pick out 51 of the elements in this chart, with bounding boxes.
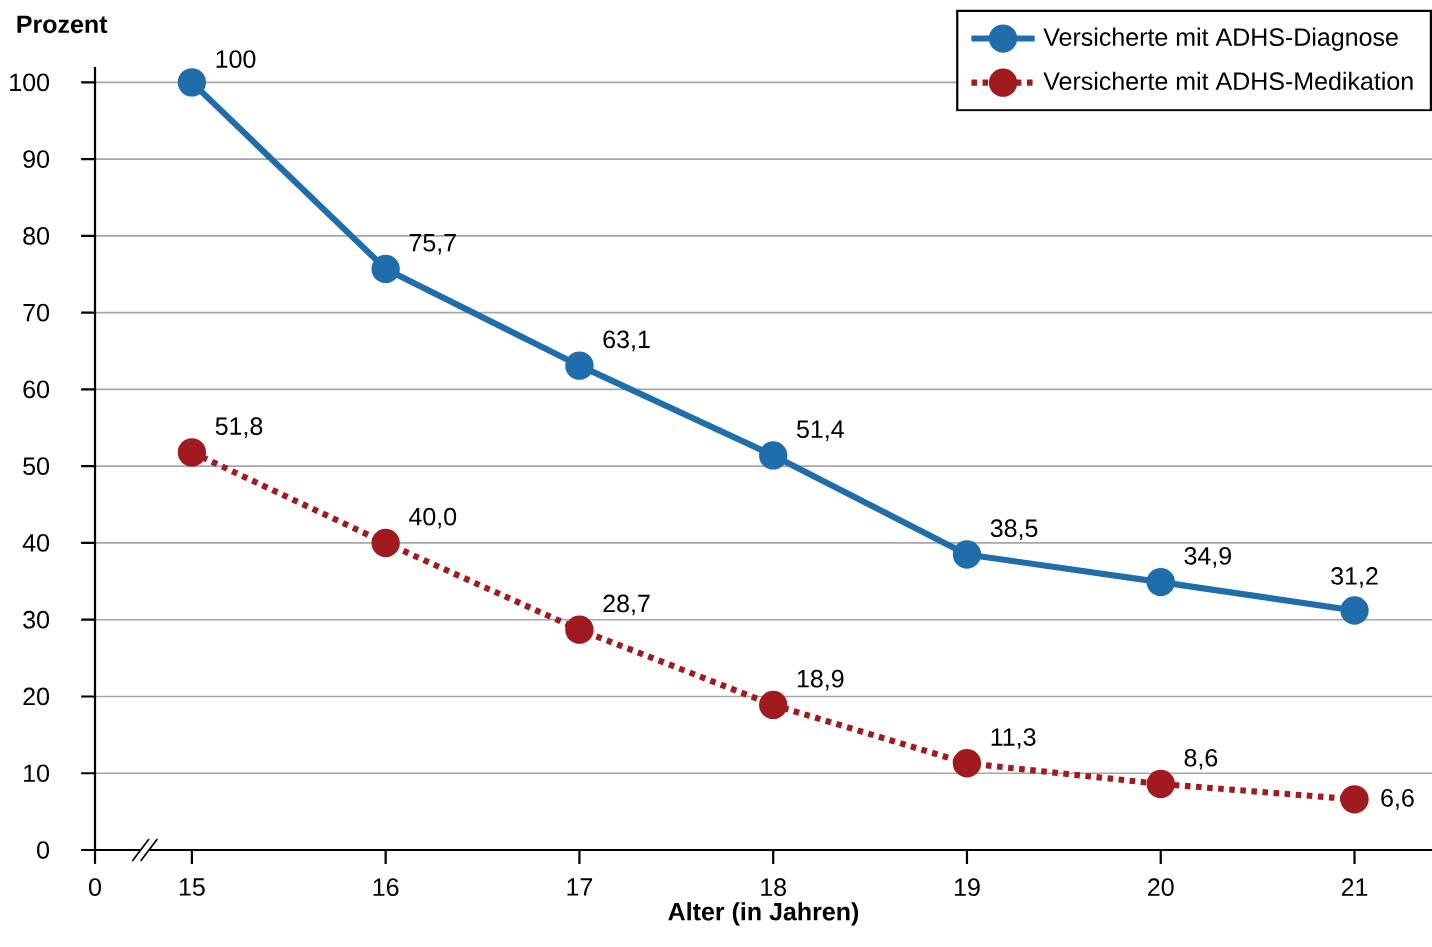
data-label: 63,1 [603, 330, 650, 352]
x-tick-label: 18 [761, 878, 786, 897]
y-axis-title: Prozent [17, 15, 108, 34]
x-tick-label: 19 [954, 878, 980, 897]
legend-label: Versicherte mit ADHS-Diagnose [1043, 27, 1398, 51]
point [177, 438, 207, 467]
x-axis-title: Alter (in Jahren) [668, 902, 859, 926]
data-label: 31,2 [1331, 567, 1378, 588]
data-label: 51,8 [215, 417, 263, 438]
point [759, 690, 788, 720]
data-label: 11,3 [991, 728, 1036, 749]
point [177, 68, 207, 97]
point [565, 615, 594, 644]
x-tick-label: 17 [567, 878, 593, 896]
point [565, 351, 594, 380]
data-label: 38,5 [990, 519, 1038, 541]
data-label: 40,0 [409, 507, 457, 529]
legend-label: Versicherte mit ADHS-Medikation [1043, 71, 1413, 91]
point [371, 254, 400, 284]
point [952, 540, 982, 569]
y-tick-label: 100 [10, 73, 50, 92]
y-tick-label: 70 [23, 303, 50, 322]
point [759, 441, 788, 470]
y-tick-label: 30 [23, 610, 50, 629]
text: 0 [89, 878, 101, 897]
data-label: 51,4 [796, 420, 844, 441]
data-label: 8,6 [1184, 748, 1218, 770]
data-label: 28,7 [603, 594, 650, 616]
y-tick-label: 20 [23, 687, 50, 706]
y-tick-label: 80 [23, 227, 50, 245]
y-tick-label: 40 [22, 534, 50, 552]
y-tick-label: 50 [23, 457, 50, 476]
data-label: 18,9 [797, 669, 844, 691]
y-tick-label: 60 [23, 380, 50, 399]
data-label: 34,9 [1184, 546, 1231, 568]
y-tick-label: 0 [37, 841, 50, 859]
point [1146, 769, 1175, 799]
point [1340, 596, 1369, 625]
x-tick-label: 21 [1341, 878, 1368, 896]
x-tick-label: 16 [373, 878, 399, 897]
y-tick-label: 10 [24, 764, 50, 783]
y-tick-label: 90 [23, 150, 50, 168]
point [371, 528, 400, 558]
point [952, 749, 982, 778]
data-label: 75,7 [409, 234, 456, 255]
point [1340, 785, 1369, 814]
x-tick-label: 20 [1148, 878, 1174, 897]
data-label: 100 [216, 50, 256, 68]
point [1146, 567, 1175, 597]
x-tick-label: 15 [179, 878, 205, 896]
data-label: 6,6 [1381, 789, 1414, 810]
